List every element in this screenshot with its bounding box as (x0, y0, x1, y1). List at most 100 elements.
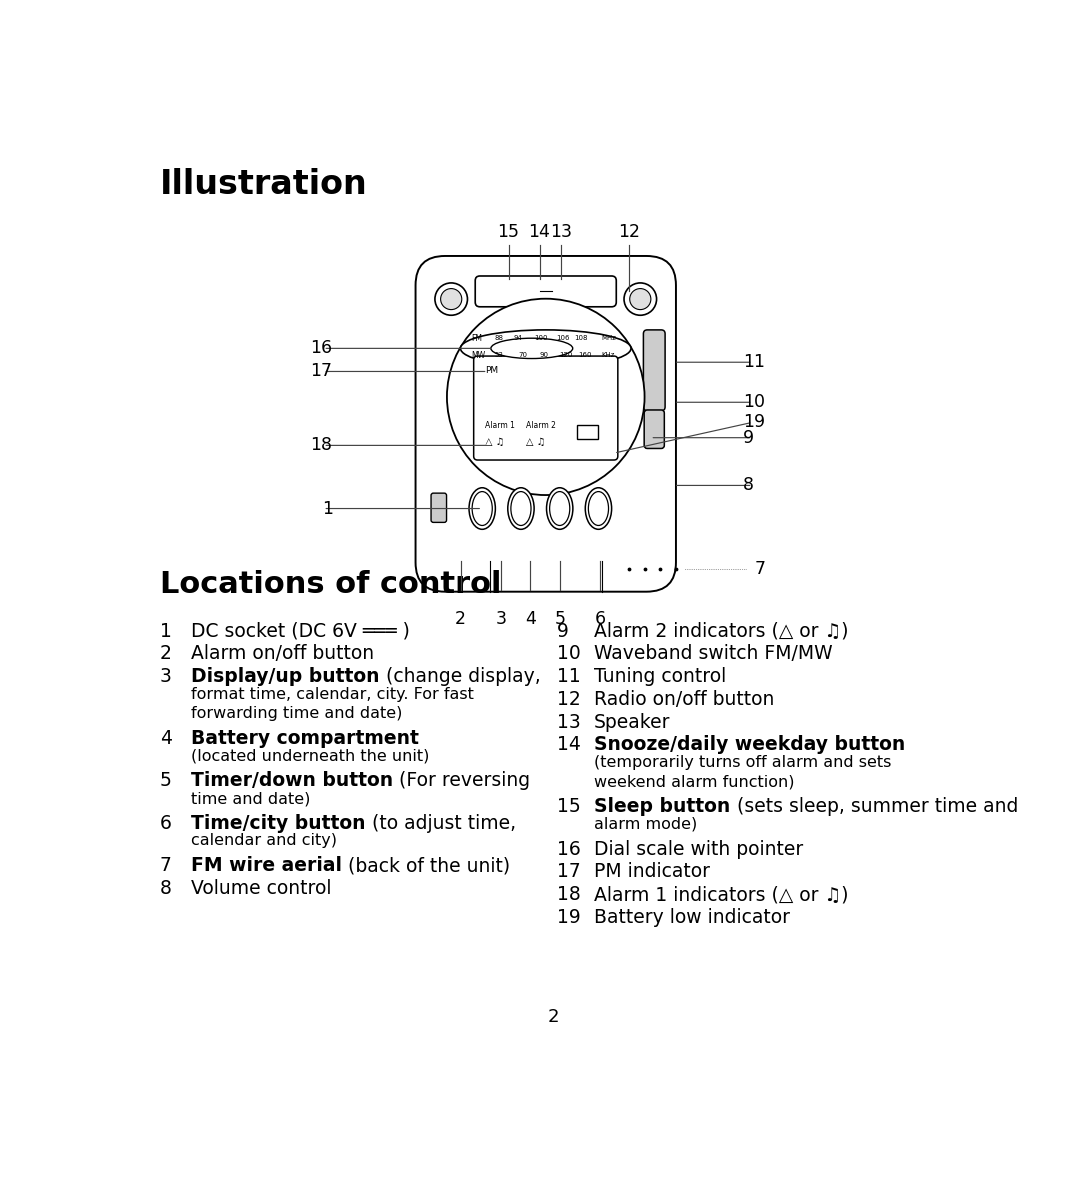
Text: 3: 3 (496, 610, 507, 629)
Text: 53: 53 (495, 352, 503, 358)
Text: Radio on/off button: Radio on/off button (594, 690, 774, 709)
Text: 160: 160 (578, 352, 591, 358)
Text: MHz: MHz (602, 335, 617, 341)
Text: Alarm 1: Alarm 1 (485, 421, 515, 430)
Text: Locations of control: Locations of control (160, 570, 501, 599)
Text: △ ♫: △ ♫ (485, 438, 504, 447)
Text: 5: 5 (554, 610, 565, 629)
Text: KHz: KHz (602, 352, 615, 358)
Ellipse shape (508, 487, 535, 530)
Text: 5: 5 (160, 771, 172, 791)
Text: 16: 16 (311, 339, 333, 358)
Text: (For reversing: (For reversing (400, 771, 530, 791)
Text: (change display,: (change display, (386, 667, 541, 686)
Text: forwarding time and date): forwarding time and date) (191, 706, 402, 722)
Ellipse shape (469, 487, 496, 530)
Text: 11: 11 (557, 667, 581, 686)
Text: alarm mode): alarm mode) (594, 817, 697, 832)
Text: FM wire aerial: FM wire aerial (191, 856, 348, 876)
Text: DC socket (DC 6V ═══ ): DC socket (DC 6V ═══ ) (191, 621, 409, 640)
Text: Alarm 2 indicators (△ or ♫): Alarm 2 indicators (△ or ♫) (594, 621, 848, 640)
Text: 3: 3 (160, 667, 172, 686)
Ellipse shape (435, 282, 468, 315)
Text: 108: 108 (575, 335, 589, 341)
Text: Snooze/daily weekday button: Snooze/daily weekday button (594, 736, 905, 754)
FancyBboxPatch shape (416, 255, 676, 592)
Text: 120: 120 (559, 352, 572, 358)
Text: 12: 12 (557, 690, 581, 709)
Text: Waveband switch FM/MW: Waveband switch FM/MW (594, 645, 833, 664)
Text: 19: 19 (557, 907, 581, 926)
Text: (back of the unit): (back of the unit) (348, 856, 511, 876)
Text: Timer/down button: Timer/down button (191, 771, 400, 791)
Ellipse shape (585, 487, 611, 530)
Text: △ ♫: △ ♫ (526, 438, 545, 447)
Text: 94: 94 (513, 335, 523, 341)
Text: Display/up button: Display/up button (191, 667, 386, 686)
Text: 4: 4 (160, 729, 172, 749)
FancyBboxPatch shape (475, 275, 617, 307)
Text: Time/city button: Time/city button (191, 813, 372, 833)
Text: 2: 2 (160, 645, 172, 664)
Text: format time, calendar, city. For fast: format time, calendar, city. For fast (191, 687, 474, 701)
Text: 9: 9 (743, 428, 755, 447)
Text: (located underneath the unit): (located underneath the unit) (191, 749, 429, 764)
Text: MW: MW (471, 351, 486, 360)
Text: 1: 1 (322, 499, 333, 518)
Text: 10: 10 (557, 645, 581, 664)
Text: weekend alarm function): weekend alarm function) (594, 774, 794, 790)
Text: 100: 100 (535, 335, 548, 341)
Text: time and date): time and date) (191, 791, 310, 806)
Text: 19: 19 (743, 413, 766, 431)
Text: 9: 9 (557, 621, 569, 640)
Text: Battery low indicator: Battery low indicator (594, 907, 789, 926)
Text: Battery compartment: Battery compartment (191, 729, 419, 749)
Text: 6: 6 (594, 610, 606, 629)
FancyBboxPatch shape (431, 493, 446, 523)
Text: Sleep button: Sleep button (594, 797, 737, 817)
FancyBboxPatch shape (474, 357, 618, 460)
Text: PM: PM (485, 366, 499, 375)
Text: 14: 14 (528, 222, 551, 240)
Text: 14: 14 (557, 736, 581, 754)
Ellipse shape (550, 492, 570, 525)
Ellipse shape (491, 338, 572, 359)
Text: PM indicator: PM indicator (594, 863, 710, 882)
Text: 18: 18 (311, 437, 333, 454)
Text: 8: 8 (160, 879, 172, 898)
Ellipse shape (589, 492, 608, 525)
Text: 12: 12 (619, 222, 640, 240)
Text: 18: 18 (557, 885, 581, 904)
Text: 15: 15 (498, 222, 519, 240)
Text: 70: 70 (518, 352, 527, 358)
Ellipse shape (624, 282, 657, 315)
Text: 90: 90 (540, 352, 549, 358)
Text: Alarm on/off button: Alarm on/off button (191, 645, 374, 664)
Text: 10: 10 (743, 393, 766, 411)
Text: 7: 7 (755, 559, 766, 578)
Text: 2: 2 (548, 1008, 559, 1026)
Bar (577, 425, 598, 439)
Ellipse shape (472, 492, 492, 525)
Text: Alarm 1 indicators (△ or ♫): Alarm 1 indicators (△ or ♫) (594, 885, 848, 904)
Text: (sets sleep, summer time and: (sets sleep, summer time and (737, 797, 1018, 817)
FancyBboxPatch shape (644, 410, 664, 448)
Ellipse shape (460, 330, 631, 367)
Ellipse shape (447, 299, 645, 496)
Text: Dial scale with pointer: Dial scale with pointer (594, 839, 804, 859)
Text: 6: 6 (160, 813, 172, 833)
Text: Illustration: Illustration (160, 168, 367, 201)
Text: 15: 15 (557, 797, 581, 817)
Text: 106: 106 (556, 335, 569, 341)
Text: FM: FM (471, 334, 483, 343)
Ellipse shape (546, 487, 572, 530)
Text: 2: 2 (455, 610, 465, 629)
Text: calendar and city): calendar and city) (191, 833, 337, 849)
Text: Alarm 2: Alarm 2 (526, 421, 555, 430)
Text: Volume control: Volume control (191, 879, 332, 898)
Text: (to adjust time,: (to adjust time, (372, 813, 516, 833)
Text: 13: 13 (557, 712, 581, 732)
Text: 17: 17 (311, 363, 333, 380)
FancyBboxPatch shape (644, 330, 665, 411)
Text: 7: 7 (160, 856, 172, 876)
